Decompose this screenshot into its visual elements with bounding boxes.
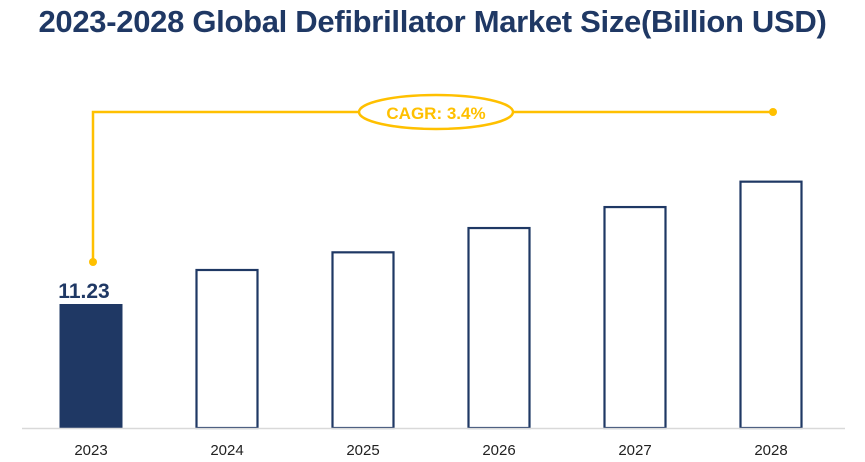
data-label: 11.23 [58, 280, 109, 303]
bar-2028 [739, 180, 803, 430]
cagr-annotation: CAGR: 3.4% [89, 93, 777, 266]
bar-2027 [603, 205, 667, 430]
bar-2023 [59, 304, 123, 428]
cagr-end-dot [769, 108, 777, 116]
cagr-ellipse [357, 93, 515, 131]
x-tick-label: 2027 [618, 442, 651, 459]
bar-2026 [467, 226, 531, 430]
chart-title: 2023-2028 Global Defibrillator Market Si… [38, 4, 827, 39]
cagr-label: CAGR: 3.4% [386, 104, 485, 123]
bar-2024 [195, 268, 259, 430]
x-tick-label: 2028 [754, 442, 787, 459]
x-tick-label: 2024 [210, 442, 243, 459]
cagr-connector-line [91, 110, 360, 262]
bar-2025 [331, 251, 395, 430]
x-tick-label: 2026 [482, 442, 515, 459]
x-tick-label: 2023 [74, 442, 107, 459]
x-tick-label: 2025 [346, 442, 379, 459]
cagr-start-dot [89, 258, 97, 266]
